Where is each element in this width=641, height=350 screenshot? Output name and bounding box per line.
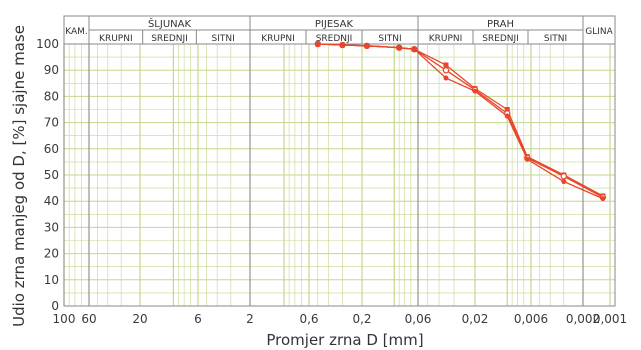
subband-label: KRUPNI	[99, 34, 133, 44]
y-tick-label: 10	[44, 273, 59, 287]
x-tick-label: 0,02	[462, 312, 489, 326]
subband-label: SREDNJI	[482, 34, 519, 44]
y-tick-label: 50	[44, 168, 59, 182]
plot-frame	[63, 15, 616, 307]
x-tick-label: 0,002	[566, 312, 600, 326]
data-point	[504, 113, 510, 119]
series-lines	[314, 40, 607, 202]
subband-label: SITNI	[212, 34, 235, 44]
data-point	[443, 62, 449, 68]
series-line	[317, 43, 604, 198]
x-tick-label: 6	[194, 312, 202, 326]
data-point	[504, 107, 510, 112]
y-tick-label: 90	[44, 63, 59, 77]
subband-label: SITNI	[544, 34, 567, 44]
x-tick-label: 2	[246, 312, 254, 326]
data-point	[442, 66, 450, 74]
data-point	[396, 45, 402, 51]
x-tick-label: 20	[132, 312, 147, 326]
data-point	[600, 196, 606, 202]
data-point	[560, 173, 568, 180]
y-tick-label: 30	[44, 220, 59, 234]
band-label: PIJESAK	[315, 19, 354, 30]
band-header: KAM. ŠLJUNAK KRUPNI SREDNJI SITNI PIJESAK KRUP…	[64, 16, 615, 306]
x-tick-label: 100	[53, 312, 76, 326]
x-tick-label: 0,006	[514, 312, 548, 326]
data-point	[524, 156, 530, 162]
subband-label: SITNI	[378, 34, 401, 44]
x-tick-label: 0,6	[299, 312, 318, 326]
data-point	[561, 179, 567, 185]
data-point	[443, 75, 449, 81]
band-label: GLINA	[585, 27, 613, 37]
subband-label: SREDNJI	[316, 34, 353, 44]
y-axis-title: Udio zrna manjeg od D, [%] sjajne mase	[10, 25, 28, 327]
data-point	[472, 88, 478, 94]
x-axis-title: Promjer zrna D [mm]	[266, 331, 423, 349]
data-point	[364, 43, 370, 49]
subband-label: SREDNJI	[151, 34, 188, 44]
data-point	[339, 42, 345, 48]
y-tick-label: 0	[51, 299, 59, 313]
subband-label: KRUPNI	[261, 34, 295, 44]
y-tick-label: 100	[36, 37, 59, 51]
band-label: PRAH	[487, 19, 514, 30]
x-tick-label: 0,2	[352, 312, 371, 326]
band-label: ŠLJUNAK	[148, 17, 192, 30]
y-tick-label: 60	[44, 142, 59, 156]
band-label: KAM.	[65, 27, 88, 37]
series-line	[317, 43, 604, 197]
y-tick-label: 80	[44, 89, 59, 103]
x-tick-label: 60	[81, 312, 96, 326]
tick-labels: 0 10 20 30 40 50 60 70 80 90 100 100 60 20 6 2 0,6 0,2 0,0…	[36, 37, 627, 326]
x-tick-label: 0,001	[593, 312, 627, 326]
data-point	[411, 46, 417, 52]
y-tick-label: 40	[44, 194, 59, 208]
x-tick-label: 0,06	[405, 312, 432, 326]
subband-label: KRUPNI	[429, 34, 463, 44]
y-tick-label: 70	[44, 116, 59, 130]
data-point	[315, 41, 321, 47]
y-tick-label: 20	[44, 247, 59, 261]
